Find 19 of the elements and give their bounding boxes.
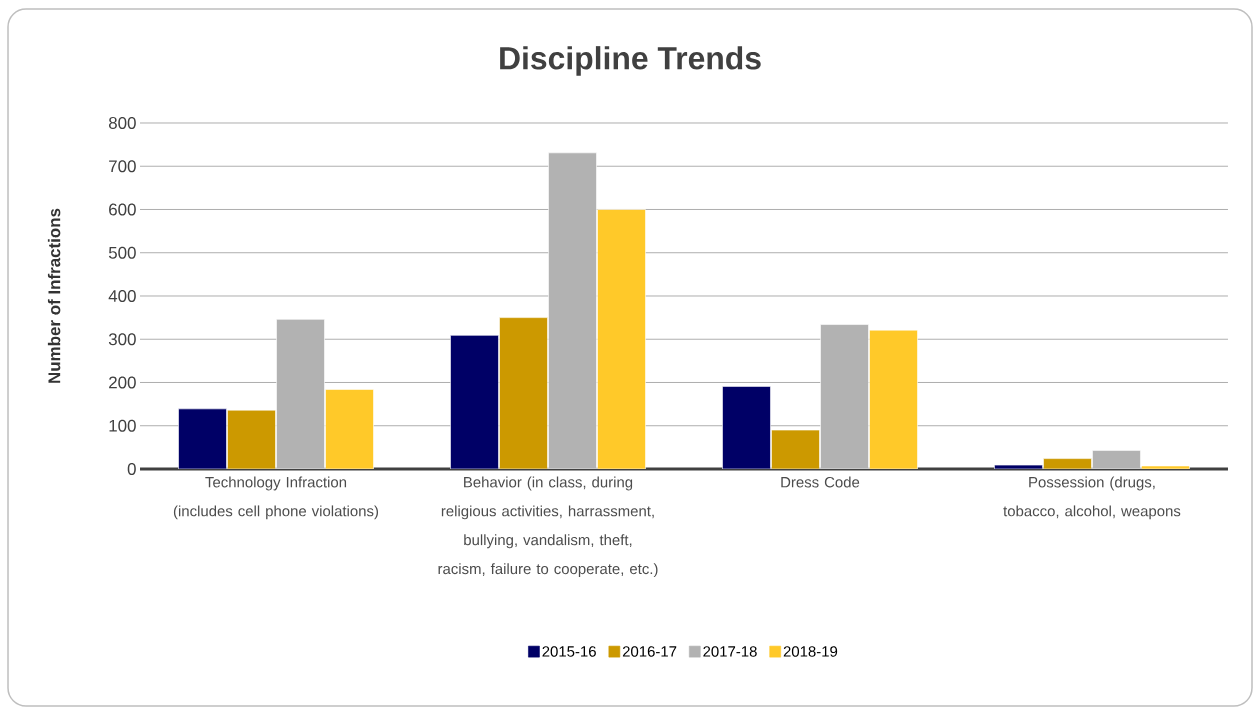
x-tick-label: Technology Infraction (includes cell phone violations): [173, 476, 379, 520]
chart-title: Discipline Trends: [500, 46, 761, 76]
y-tick-label: 100: [109, 419, 136, 432]
y-tick-label: 200: [109, 376, 136, 389]
y-tick-label: 800: [108, 116, 136, 129]
legend-label: 2017-18: [703, 646, 757, 657]
y-tick-label: 0: [127, 462, 136, 475]
y-tick-label: 500: [108, 246, 136, 259]
legend-label: 2016-17: [622, 646, 677, 657]
y-tick-label: 300: [108, 333, 136, 346]
legend-label: 2018-19: [783, 646, 838, 657]
legend-label: 2015-16: [542, 646, 596, 657]
x-tick-label: Possession (drugs, tobacco, alcohol, weapons: [1003, 476, 1181, 520]
x-tick-label: Behavior (in class, during religious activities, harrassment, bullying, vandalism, theft, racism, failure to cooperate, etc.): [438, 476, 658, 578]
y-tick-label: 700: [109, 160, 136, 173]
x-tick-label: Dress Code: [781, 476, 860, 488]
y-axis-title: Number of Infractions: [47, 208, 61, 383]
y-tick-label: 600: [109, 203, 136, 216]
y-tick-label: 400: [108, 289, 136, 302]
